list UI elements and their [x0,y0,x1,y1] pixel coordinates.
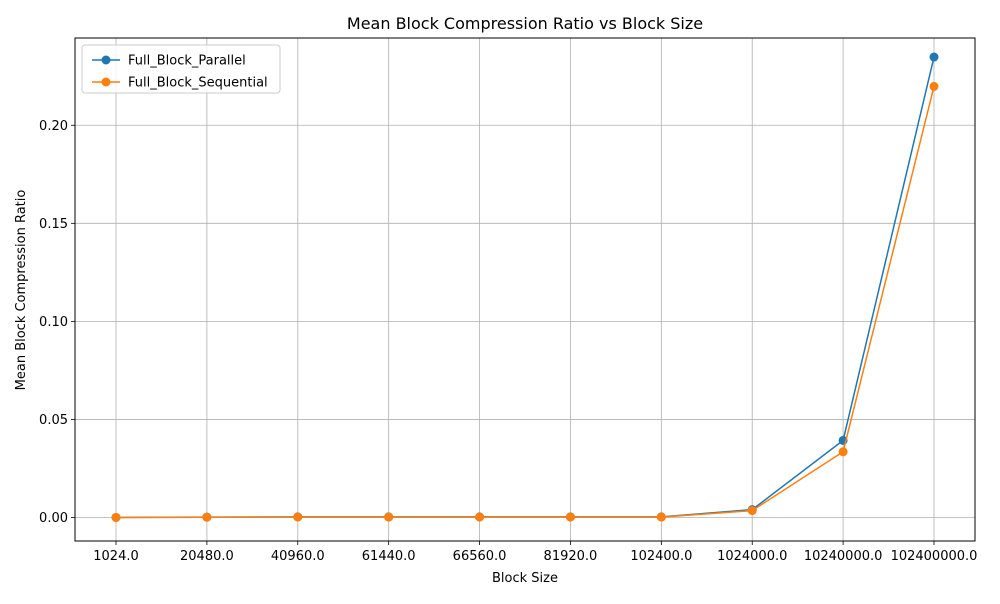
series-layer [111,52,939,522]
tick-layer: 1024.0 20480.0 40960.0 61440.0 66560.0 81920.… [39,119,977,564]
x-tick-label: 1024000.0 [717,549,787,564]
series-2 [111,81,939,522]
data-point [384,512,394,522]
y-tick-label: 0.10 [39,315,68,330]
data-point [475,512,485,522]
legend-box [81,44,281,94]
legend-swatch-marker [101,55,111,65]
y-tick-label: 0.00 [39,511,68,526]
data-point [929,52,939,62]
y-tick-label: 0.15 [39,217,68,232]
data-point [747,506,757,516]
x-axis-label: Block Size [492,571,558,586]
y-tick-label: 0.05 [39,413,68,428]
data-point [838,447,848,457]
legend-label: Full_Block_Sequential [128,76,268,91]
y-axis-label: Mean Block Compression Ratio [14,190,29,391]
x-tick-label: 40960.0 [271,549,325,564]
data-point [293,512,303,522]
series-line [115,86,935,519]
x-tick-label: 66560.0 [453,549,507,564]
x-tick-label: 10240000.0 [804,549,883,564]
legend-label: Full_Block_Parallel [128,54,246,69]
x-tick-label: 20480.0 [180,549,234,564]
data-point [565,512,575,522]
plot-frame [74,37,976,542]
legend: Full_Block_Parallel Full_Block_Sequential [81,44,281,94]
chart-title: Mean Block Compression Ratio vs Block Si… [347,14,703,33]
x-tick-label: 61440.0 [362,549,416,564]
data-point [111,512,121,522]
data-point [656,512,666,522]
x-tick-label: 81920.0 [544,549,598,564]
x-tick-label: 102400000.0 [891,549,978,564]
legend-swatch-marker [101,77,111,87]
data-point [202,512,212,522]
x-tick-label: 1024.0 [93,549,139,564]
y-tick-label: 0.20 [39,119,68,134]
data-point [929,81,939,91]
x-tick-label: 102400.0 [630,549,692,564]
